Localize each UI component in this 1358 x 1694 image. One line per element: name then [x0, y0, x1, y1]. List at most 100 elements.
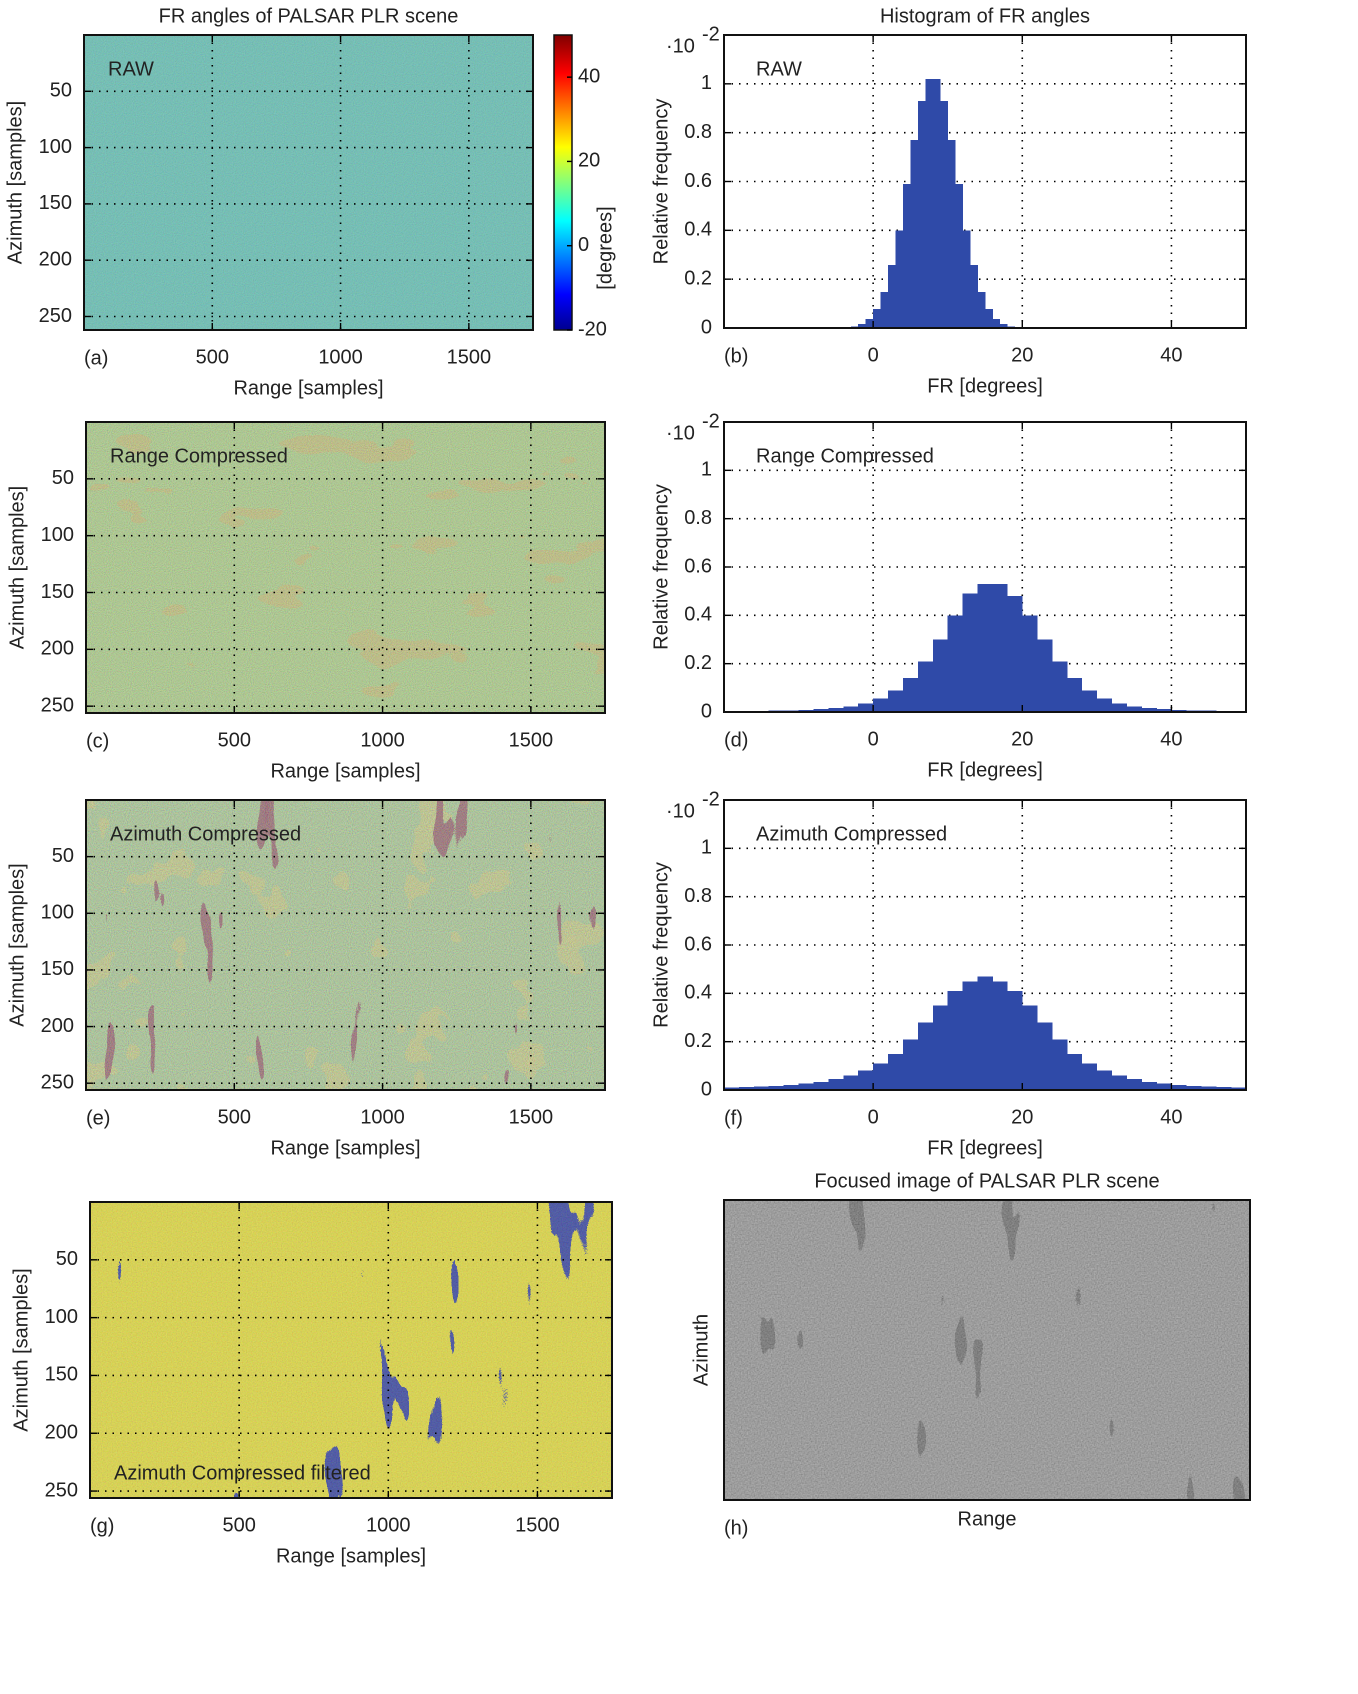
histogram-bar — [1037, 639, 1053, 712]
x-tick-label: 0 — [868, 344, 879, 366]
histogram-bar — [985, 308, 993, 328]
y-tick-label: 100 — [45, 1306, 78, 1328]
histogram-bar — [1067, 1053, 1083, 1090]
histogram-bar — [1096, 1070, 1113, 1090]
y-tick-label: 0.4 — [684, 219, 712, 241]
annotation: Range Compressed — [110, 445, 288, 467]
histogram-bar — [977, 291, 986, 328]
colorbar-label: [degrees] — [594, 206, 616, 289]
x-axis-label: Range — [958, 1508, 1017, 1530]
histogram-bar — [1126, 1079, 1142, 1090]
histogram-bar — [1171, 1084, 1187, 1090]
histogram-bar — [1111, 703, 1127, 712]
y-tick-label: 0.8 — [684, 121, 712, 143]
annotation: RAW — [108, 58, 154, 80]
y-tick-label: 150 — [41, 958, 74, 980]
axes-frame — [83, 34, 534, 331]
y-tick-label: 50 — [52, 467, 74, 489]
axes-frame — [723, 34, 1247, 329]
annotation: Azimuth Compressed filtered — [114, 1462, 371, 1484]
histogram-bar — [865, 318, 874, 328]
x-tick-label: 20 — [1011, 728, 1033, 750]
y-tick-label: 100 — [41, 902, 74, 924]
histogram-bar — [917, 661, 934, 712]
x-tick-label: 0 — [868, 728, 879, 750]
y-tick-label: 0.8 — [684, 885, 712, 907]
colorbar-tick-label: 40 — [578, 65, 600, 87]
y-tick-label: 50 — [56, 1248, 78, 1270]
y-tick-label: 150 — [41, 581, 74, 603]
y-tick-label: 0 — [701, 1078, 712, 1100]
y-tick-label: 200 — [41, 638, 74, 660]
histogram-bar — [1007, 596, 1023, 712]
histogram-bar — [977, 583, 993, 712]
histogram-bar — [932, 1005, 949, 1090]
x-tick-label: 40 — [1160, 1106, 1182, 1128]
panel-label: (d) — [724, 729, 748, 751]
histogram-bar — [970, 265, 978, 328]
histogram-bar — [1141, 1082, 1157, 1090]
histogram-bar — [932, 78, 941, 328]
histogram-bar — [977, 976, 993, 1090]
histogram-bar — [992, 583, 1008, 712]
x-axis-label: FR [degrees] — [927, 375, 1043, 397]
image-texture — [84, 35, 533, 330]
y-multiplier: ·10 — [666, 422, 695, 444]
x-axis-label: Range [samples] — [270, 1137, 420, 1159]
image-texture — [90, 1202, 612, 1498]
histogram-bar — [798, 1083, 814, 1090]
axes-frame — [85, 421, 606, 714]
histogram-bar — [724, 1087, 740, 1090]
panel-label: (e) — [86, 1107, 110, 1129]
y-axis-label: Azimuth [samples] — [6, 863, 28, 1026]
panel-label: (g) — [90, 1515, 114, 1537]
y-tick-label: 200 — [39, 248, 72, 270]
y-tick-label: 50 — [52, 845, 74, 867]
histogram-bar — [992, 318, 1001, 328]
histogram-bar — [962, 593, 978, 712]
y-tick-label: 1 — [701, 72, 712, 94]
histogram-bar — [1037, 1022, 1053, 1090]
histogram-bar — [880, 291, 889, 328]
panel-label: (b) — [724, 345, 748, 367]
y-tick-label: 50 — [50, 80, 72, 102]
panel-label: (c) — [86, 730, 109, 752]
x-tick-label: 500 — [218, 729, 251, 751]
y-tick-label: 1 — [701, 459, 712, 481]
image-texture — [86, 422, 605, 713]
histogram-bar — [873, 308, 881, 328]
histogram-bar — [1081, 690, 1098, 712]
histogram-bar — [1052, 1039, 1068, 1090]
y-axis-label: Relative frequency — [650, 862, 672, 1028]
x-tick-label: 1500 — [515, 1514, 560, 1536]
y-tick-label: 150 — [45, 1364, 78, 1386]
y-axis-label: Azimuth [samples] — [4, 101, 26, 264]
histogram-bar — [895, 230, 904, 328]
chart-title: Focused image of PALSAR PLR scene — [814, 1170, 1159, 1192]
histogram-bar — [813, 1082, 829, 1090]
y-tick-label: 0.4 — [684, 982, 712, 1004]
x-axis-label: FR [degrees] — [927, 1137, 1043, 1159]
x-tick-label: 40 — [1160, 728, 1182, 750]
histogram-bar — [1067, 678, 1083, 712]
x-tick-label: 500 — [222, 1514, 255, 1536]
histogram-bar — [925, 78, 934, 328]
image-texture — [724, 1200, 1250, 1500]
histogram-bar — [962, 230, 971, 328]
x-axis-label: Range [samples] — [270, 760, 420, 782]
histogram-bar — [888, 265, 896, 328]
x-tick-label: 20 — [1011, 1106, 1033, 1128]
histogram-bar — [813, 709, 829, 712]
x-tick-label: 40 — [1160, 344, 1182, 366]
panel-label: (f) — [724, 1107, 743, 1129]
histogram-bar — [962, 981, 978, 1090]
histogram-bar — [828, 1079, 844, 1090]
annotation: Range Compressed — [756, 445, 934, 467]
axes-frame — [723, 1199, 1251, 1501]
histogram-bar — [843, 706, 859, 712]
axes-frame — [723, 799, 1247, 1091]
annotation: Azimuth Compressed — [110, 823, 301, 845]
axes-frame — [723, 421, 1247, 713]
y-tick-label: 200 — [45, 1422, 78, 1444]
